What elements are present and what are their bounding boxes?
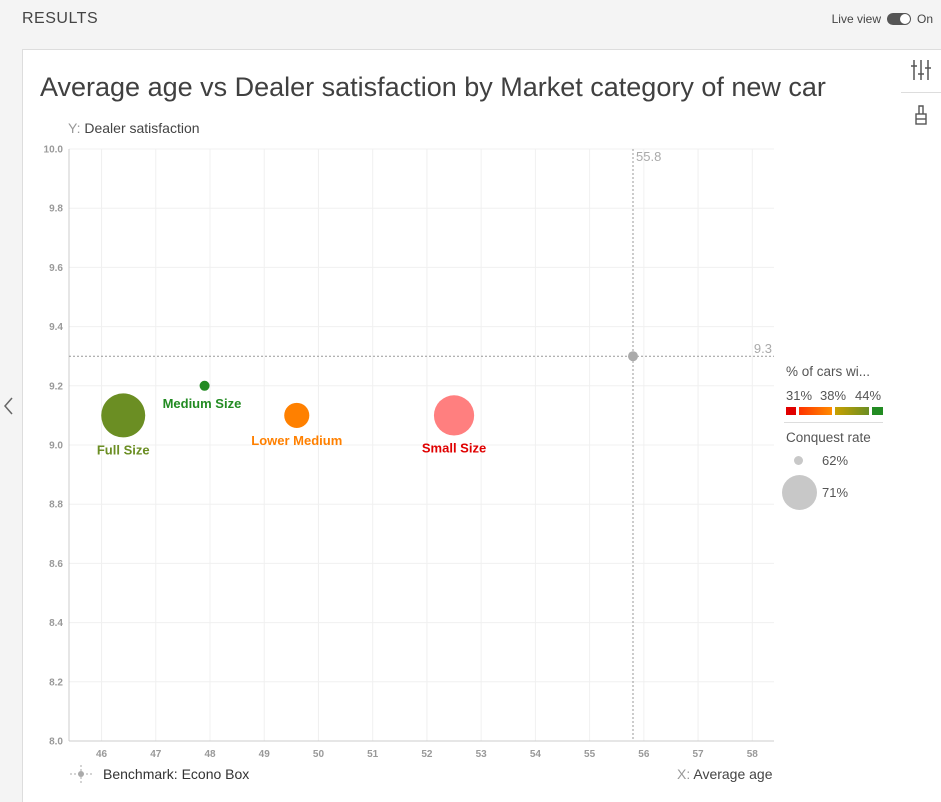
size-legend-title: Conquest rate (786, 430, 871, 445)
y-tick-label: 8.4 (49, 618, 63, 629)
live-view-toggle[interactable] (886, 13, 911, 25)
y-axis-prefix: Y: (68, 120, 81, 136)
x-tick-label: 54 (530, 749, 542, 760)
x-tick-label: 52 (421, 749, 433, 760)
y-tick-label: 8.8 (49, 500, 63, 511)
x-tick-label: 48 (204, 749, 216, 760)
legend-seg-1 (786, 407, 796, 415)
x-tick-label: 51 (367, 749, 379, 760)
y-tick-label: 10.0 (44, 145, 64, 156)
bubble-lower-medium (284, 402, 310, 428)
size-legend-small-label: 62% (822, 453, 849, 468)
x-tick-label: 58 (747, 749, 759, 760)
benchmark-icon (70, 765, 92, 783)
y-tick-label: 9.6 (49, 263, 63, 274)
y-tick-label: 8.0 (49, 737, 63, 748)
benchmark-point (628, 351, 638, 362)
bubble-label-small-size: Small Size (422, 441, 486, 456)
x-tick-label: 53 (476, 749, 488, 760)
size-legend-large-circle (782, 475, 817, 510)
x-tick-label: 46 (96, 749, 108, 760)
benchmark-x-value: 55.8 (636, 149, 661, 164)
size-legend-small-circle (794, 456, 803, 465)
color-legend-value-3: 44% (855, 388, 882, 403)
x-tick-label: 47 (150, 749, 162, 760)
legend-seg-4 (872, 407, 883, 415)
color-gradient-bar (786, 407, 883, 415)
benchmark-label: Benchmark: Econo Box (103, 766, 250, 782)
x-tick-label: 50 (313, 749, 325, 760)
x-axis-caption: X: Average age (677, 766, 773, 782)
sliders-icon[interactable] (901, 50, 941, 92)
bubble-medium-size (199, 380, 210, 391)
y-tick-label: 9.4 (49, 322, 63, 333)
bubble-full-size (101, 393, 146, 438)
live-view-state: On (916, 12, 933, 26)
benchmark-y-value: 9.3 (754, 341, 772, 356)
x-axis-prefix: X: (677, 766, 691, 782)
results-header: RESULTS Live view On (0, 0, 941, 40)
toggle-knob (899, 14, 910, 24)
y-tick-label: 9.8 (49, 204, 63, 215)
toolbar-divider (901, 92, 941, 93)
y-tick-label: 8.2 (49, 677, 63, 688)
x-axis-label: Average age (693, 766, 773, 782)
bubble-small-size (433, 395, 475, 436)
color-legend-value-2: 38% (820, 388, 847, 403)
x-tick-label: 49 (259, 749, 271, 760)
legend-seg-2 (799, 407, 832, 415)
y-axis-caption: Y: Dealer satisfaction (68, 120, 200, 136)
x-tick-label: 55 (584, 749, 596, 760)
y-axis-label: Dealer satisfaction (84, 120, 200, 136)
right-toolbar (901, 49, 941, 802)
y-tick-label: 9.2 (49, 381, 63, 392)
y-tick-label: 8.6 (49, 559, 63, 570)
legend-divider (784, 422, 883, 423)
live-view-label: Live view (831, 12, 881, 26)
bubble-label-full-size: Full Size (97, 442, 150, 457)
y-tick-label: 9.0 (49, 441, 63, 452)
results-title: RESULTS (22, 10, 99, 27)
x-tick-label: 56 (638, 749, 650, 760)
color-legend-title: % of cars wi... (786, 364, 871, 379)
size-legend-large-label: 71% (822, 485, 849, 500)
chevron-left-icon[interactable] (2, 396, 16, 416)
bubble-label-lower-medium: Lower Medium (251, 433, 342, 448)
live-view-control[interactable]: Live view On (832, 12, 933, 26)
bubble-label-medium-size: Medium Size (163, 396, 242, 411)
benchmark-legend: Benchmark: Econo Box (70, 765, 249, 783)
paint-brush-icon[interactable] (901, 98, 941, 140)
x-tick-label: 57 (693, 749, 705, 760)
legend-seg-3 (835, 407, 869, 415)
color-legend-value-1: 31% (786, 388, 813, 403)
chart-title: Average age vs Dealer satisfaction by Ma… (40, 72, 826, 102)
